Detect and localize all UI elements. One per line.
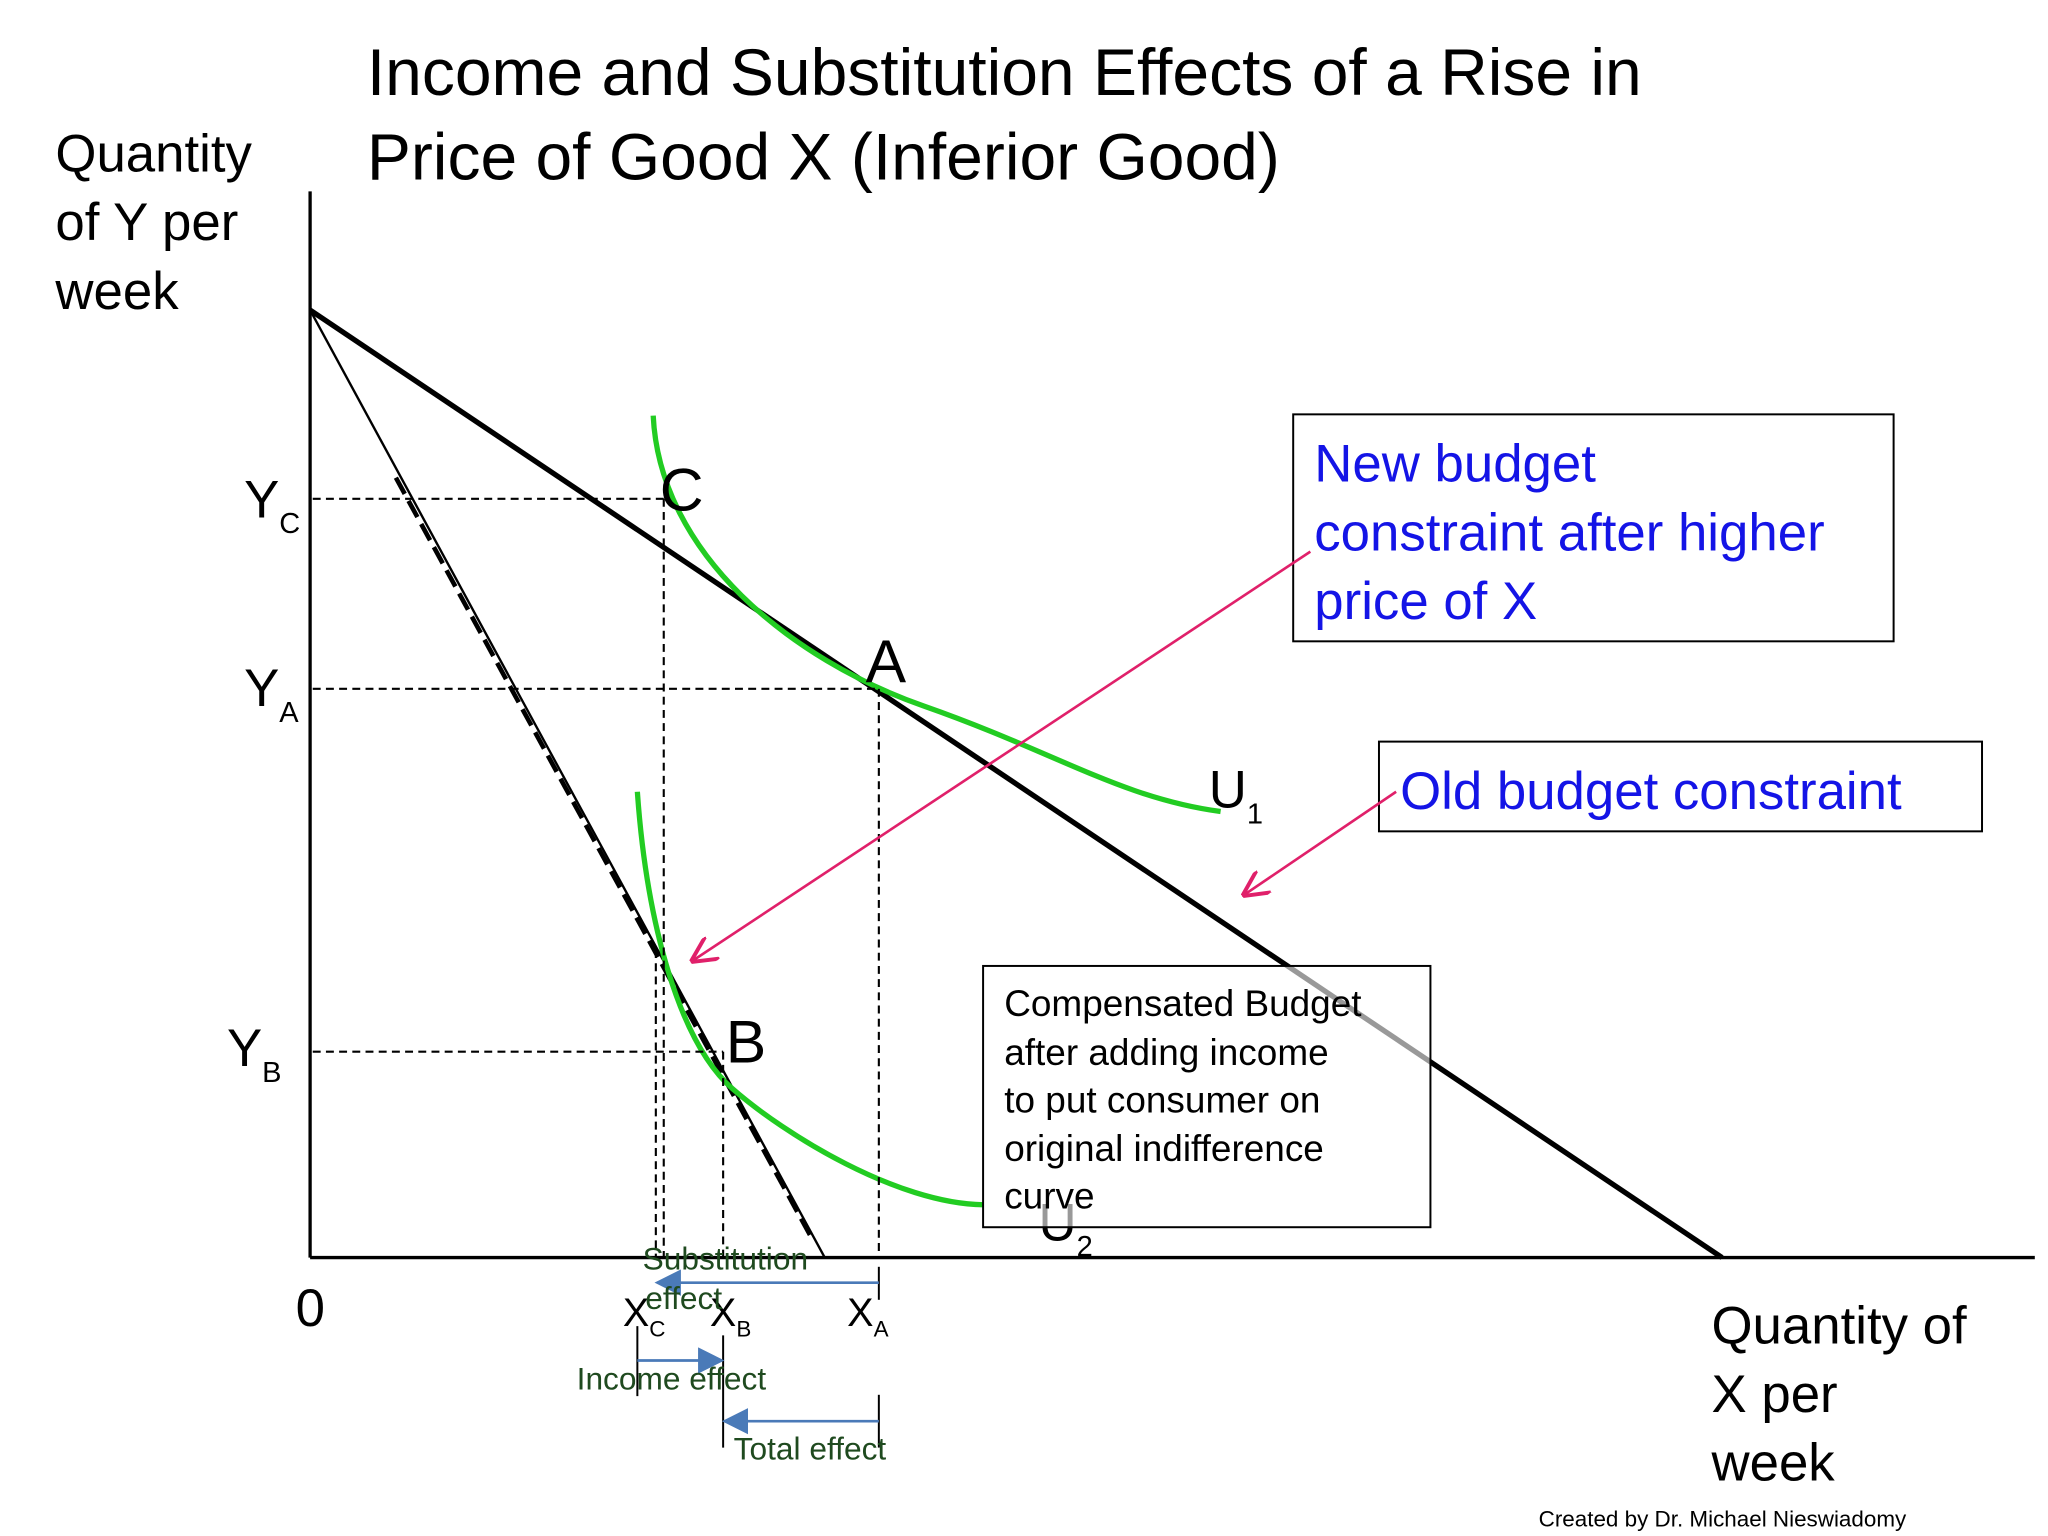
label-main: X xyxy=(847,1291,873,1335)
label-main: Y xyxy=(227,1019,262,1078)
guide-line-b xyxy=(312,1050,725,1258)
indifference-curve-u2 xyxy=(634,791,984,1208)
label-sub: C xyxy=(279,508,300,540)
u1-label: U1 xyxy=(1209,761,1263,831)
new-budget-line xyxy=(309,309,826,1259)
label-sub: B xyxy=(262,1057,281,1089)
label-main: U xyxy=(1209,761,1247,820)
label-sub: 2 xyxy=(1077,1231,1093,1263)
x-axis-label: Quantity of xyxy=(1712,1296,1968,1355)
label-sub: B xyxy=(736,1317,751,1342)
label-sub: A xyxy=(279,697,299,729)
label-main: X xyxy=(710,1291,736,1335)
box-text: Compensated Budget xyxy=(1004,983,1361,1024)
credit: Created by Dr. Michael Nieswiadomy xyxy=(1539,1507,1907,1532)
box-text: constraint after higher xyxy=(1314,503,1824,562)
compensated-budget-line xyxy=(393,476,814,1239)
pointer-arrow xyxy=(693,550,1312,961)
guide-line-a xyxy=(312,687,880,1258)
y-b-label: YB xyxy=(227,1019,282,1089)
effect-label: Substitution xyxy=(643,1240,808,1276)
title-line: Price of Good X (Inferior Good) xyxy=(367,119,1280,193)
title-line: Income and Substitution Effects of a Ris… xyxy=(367,35,1642,109)
x-axis-label: X per xyxy=(1712,1365,1838,1424)
label-sub: A xyxy=(874,1317,889,1342)
y-c-label: YC xyxy=(244,470,300,540)
guide-line-c xyxy=(312,497,665,1258)
x-c-label: XC xyxy=(623,1291,666,1342)
compensated-box xyxy=(982,964,1432,1229)
label-sub: 1 xyxy=(1247,798,1263,830)
box-text: curve xyxy=(1004,1176,1094,1217)
y-axis-label: of Y per xyxy=(55,193,238,252)
new-budget-box xyxy=(1292,413,1895,643)
box-text: New budget xyxy=(1314,435,1596,494)
y-a-label: YA xyxy=(244,659,299,729)
old-budget-line xyxy=(308,307,1724,1260)
box-text: to put consumer on xyxy=(1004,1079,1320,1120)
box-text: Old budget constraint xyxy=(1400,762,1902,821)
label-main: X xyxy=(623,1291,649,1335)
box-text: price of X xyxy=(1314,572,1537,631)
box-text: after adding income xyxy=(1004,1032,1328,1073)
point-label: B xyxy=(726,1007,766,1075)
label-main: Y xyxy=(244,659,279,718)
label-main: Y xyxy=(244,470,279,529)
x-a-label: XA xyxy=(847,1291,888,1342)
x-axis-label: week xyxy=(1711,1434,1836,1493)
y-axis-label: week xyxy=(54,262,179,321)
label-sub: C xyxy=(649,1317,665,1342)
y-axis-label: Quantity xyxy=(55,125,252,184)
effect-label: Income effect xyxy=(577,1361,767,1397)
effect-label: Total effect xyxy=(734,1430,887,1466)
origin-label: 0 xyxy=(296,1279,325,1338)
old-budget-box xyxy=(1377,740,1984,833)
effect-label: effect xyxy=(645,1280,722,1316)
point-label: C xyxy=(660,456,704,524)
pointer-arrow xyxy=(1244,790,1397,895)
box-text: original indifference xyxy=(1004,1128,1324,1169)
x-b-label: XB xyxy=(710,1291,751,1342)
point-label: A xyxy=(866,627,907,695)
indifference-curve-u1 xyxy=(650,415,1221,815)
